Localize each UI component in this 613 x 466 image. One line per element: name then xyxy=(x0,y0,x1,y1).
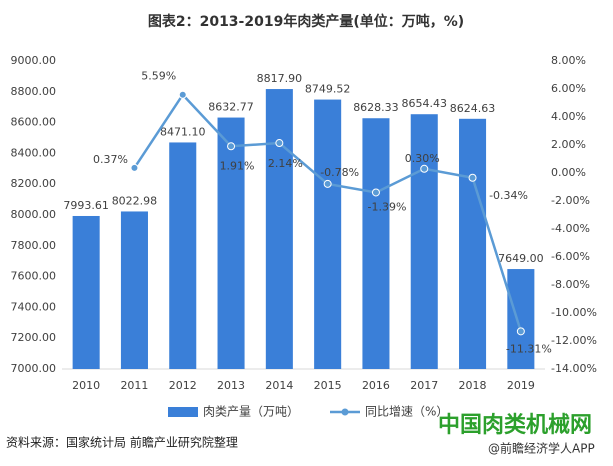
x-tick-label: 2012 xyxy=(169,379,197,392)
x-tick-label: 2010 xyxy=(72,379,100,392)
bar-label: 8632.77 xyxy=(208,101,254,114)
y-tick-label: 7000.00 xyxy=(11,362,57,375)
legend-label: 肉类产量（万吨） xyxy=(203,405,299,419)
y-tick-label: 8000.00 xyxy=(11,208,57,221)
y-tick-label: 7800.00 xyxy=(11,239,57,252)
y2-tick-label: 6.00% xyxy=(551,82,586,95)
x-tick-label: 2018 xyxy=(459,379,487,392)
y2-tick-label: -10.00% xyxy=(551,306,597,319)
bar xyxy=(217,117,245,369)
x-tick-label: 2013 xyxy=(217,379,245,392)
line-label: -0.34% xyxy=(489,189,528,202)
y-tick-label: 8200.00 xyxy=(11,177,57,190)
watermark: 中国肉类机械网 xyxy=(438,413,592,438)
y-tick-label: 7200.00 xyxy=(11,331,57,344)
bar xyxy=(120,211,148,369)
x-tick-label: 2019 xyxy=(507,379,535,392)
chart-title: 图表2：2013-2019年肉类产量(单位：万吨，%) xyxy=(148,13,464,30)
x-tick-label: 2011 xyxy=(120,379,148,392)
bar xyxy=(507,269,535,369)
y-tick-label: 7400.00 xyxy=(11,300,57,313)
x-tick-label: 2016 xyxy=(362,379,390,392)
y2-tick-label: -2.00% xyxy=(551,194,590,207)
source: 资料来源：国家统计局 前瞻产业研究院整理 xyxy=(6,435,238,450)
y2-tick-label: 0.00% xyxy=(551,166,586,179)
line-marker xyxy=(323,179,332,188)
x-tick-label: 2017 xyxy=(410,379,438,392)
line-marker xyxy=(468,173,477,182)
y-tick-label: 8600.00 xyxy=(11,116,57,129)
bar-label: 7649.00 xyxy=(498,252,544,265)
line-marker xyxy=(178,90,187,99)
line-marker xyxy=(227,142,236,151)
legend-label: 同比增速（%） xyxy=(365,405,448,419)
line-marker xyxy=(371,188,380,197)
line-label: -0.78% xyxy=(320,166,359,179)
bar xyxy=(362,118,390,369)
y-tick-label: 8400.00 xyxy=(11,146,57,159)
bar xyxy=(459,118,487,369)
x-tick-label: 2015 xyxy=(314,379,342,392)
bar-label: 8749.52 xyxy=(305,83,351,96)
y-tick-label: 8800.00 xyxy=(11,85,57,98)
bar-label: 7993.61 xyxy=(63,199,109,212)
y2-tick-label: -12.00% xyxy=(551,334,597,347)
bar xyxy=(169,142,197,369)
bar xyxy=(410,114,438,370)
y2-tick-label: 8.00% xyxy=(551,54,586,67)
bar-label: 8628.33 xyxy=(353,101,399,114)
y-tick-label: 9000.00 xyxy=(11,54,57,67)
y2-tick-label: 4.00% xyxy=(551,110,586,123)
line-label: 1.91% xyxy=(220,159,255,172)
line-marker xyxy=(516,327,525,336)
bar-label: 8654.43 xyxy=(402,97,448,110)
line-label: -11.31% xyxy=(506,342,552,355)
bar-label: 8624.63 xyxy=(450,102,496,115)
bar-label: 8022.98 xyxy=(112,194,158,207)
bar xyxy=(72,215,100,369)
line-label: 2.14% xyxy=(268,157,303,170)
line-marker xyxy=(420,164,429,173)
legend-swatch xyxy=(168,407,198,417)
legend-swatch xyxy=(341,408,349,416)
bar-label: 8471.10 xyxy=(160,125,206,138)
y2-tick-label: -4.00% xyxy=(551,222,590,235)
line-label: 0.37% xyxy=(93,153,128,166)
y-tick-label: 7600.00 xyxy=(11,270,57,283)
y2-tick-label: -8.00% xyxy=(551,278,590,291)
bar xyxy=(314,99,342,370)
x-tick-label: 2014 xyxy=(265,379,293,392)
line-marker xyxy=(275,139,284,148)
line-label: -1.39% xyxy=(367,200,406,213)
y2-tick-label: -14.00% xyxy=(551,362,597,375)
bar xyxy=(265,89,293,370)
y2-tick-label: 2.00% xyxy=(551,138,586,151)
y2-tick-label: -6.00% xyxy=(551,250,590,263)
line-label: 0.30% xyxy=(405,152,440,165)
bar-label: 8817.90 xyxy=(257,72,303,85)
line-marker xyxy=(130,163,139,172)
watermark: @前瞻经济学人APP xyxy=(488,441,595,456)
line-label: 5.59% xyxy=(141,70,176,83)
